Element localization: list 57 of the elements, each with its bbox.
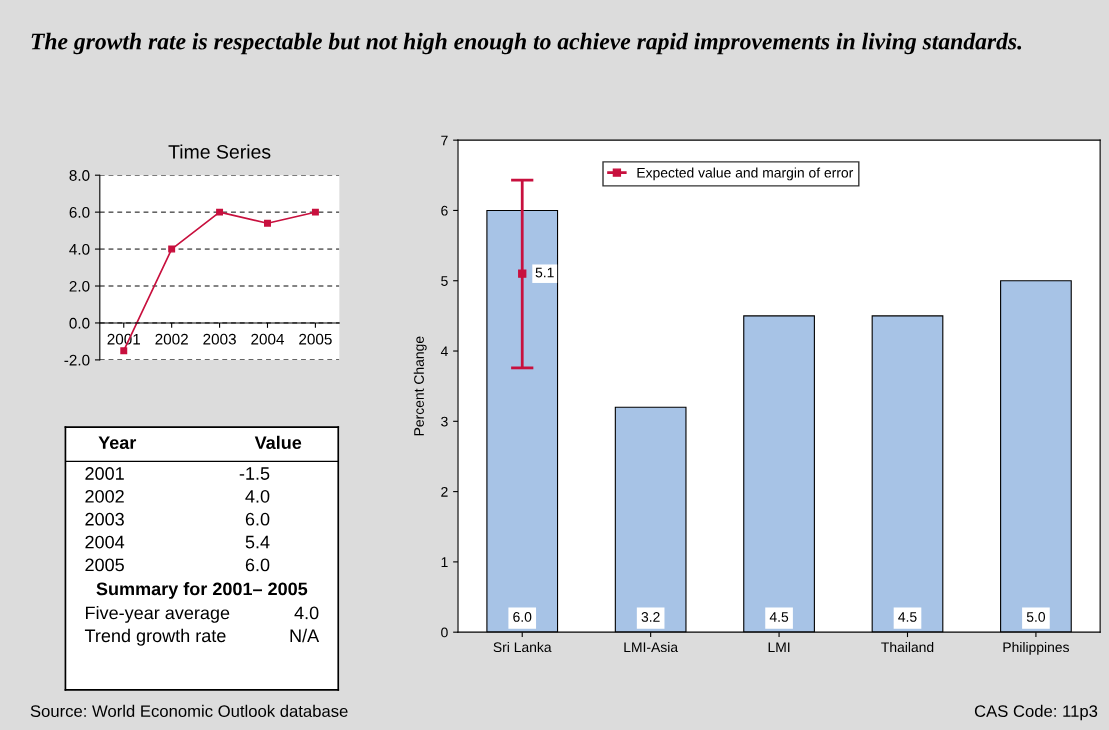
- y-tick-label: 6: [441, 205, 448, 216]
- text: Value: [254, 435, 302, 450]
- point: [168, 245, 176, 253]
- y-axis-title: Percent Change: [413, 336, 427, 436]
- y-tick-label: 2: [441, 486, 448, 497]
- text: CAS Code: 11p3: [974, 704, 1098, 721]
- x-tick-label: Thailand: [881, 641, 934, 653]
- text: Year: [98, 436, 137, 450]
- y-tick-label: 8.0: [69, 170, 90, 181]
- y-tick-label: 7: [441, 135, 448, 146]
- point: [216, 208, 224, 216]
- data-label: 4.5: [769, 612, 789, 622]
- text: 6.0: [245, 512, 270, 526]
- x-tick-label: 2002: [155, 333, 188, 345]
- y-tick-label: -2.0: [64, 354, 90, 366]
- text: -1.5: [239, 467, 270, 480]
- data-label: 4.5: [898, 612, 917, 622]
- x-tick-label: Philippines: [1003, 641, 1069, 655]
- x-tick-label: 2003: [203, 333, 236, 345]
- y-tick-label: 6.0: [69, 207, 90, 218]
- point: [120, 347, 128, 355]
- data-label: 6.0: [513, 612, 532, 622]
- data-label: 3.2: [641, 612, 660, 622]
- chart-title: Time Series: [168, 144, 271, 159]
- data-label: 5.1: [535, 267, 554, 278]
- text: Trend growth rate: [84, 628, 226, 646]
- text: Five-year average: [86, 606, 230, 623]
- legend-label: Expected value and margin of error: [637, 167, 854, 181]
- source-note: Source: World Economic Outlook database: [30, 704, 348, 718]
- y-tick-label: 3: [441, 416, 448, 427]
- text: 4.0: [245, 489, 270, 503]
- point: [311, 208, 319, 216]
- text: 2001: [85, 467, 124, 480]
- x-tick-label: 2005: [299, 333, 332, 345]
- x-tick-label: Sri Lanka: [493, 641, 552, 653]
- y-tick-label: 5: [441, 276, 448, 286]
- text: 2004: [85, 535, 125, 549]
- data-label: 5.0: [1026, 612, 1046, 622]
- text: 2002: [85, 489, 124, 503]
- text: 2005: [85, 558, 124, 572]
- text: 4.0: [294, 606, 319, 620]
- text: Summary for 2001– 2005: [96, 582, 308, 599]
- text: N/A: [290, 628, 320, 643]
- text: 2003: [85, 512, 124, 526]
- chart-title: The growth rate is respectable but not high enough to achieve rapid improvements in living standards.: [31, 32, 1022, 55]
- x-tick-label: LMI: [768, 642, 790, 652]
- y-tick-label: 0: [441, 627, 448, 638]
- x-tick-label: 2004: [251, 333, 285, 345]
- y-tick-label: 4.0: [69, 243, 90, 255]
- y-tick-label: 2.0: [69, 280, 90, 292]
- x-tick-label: LMI-Asia: [624, 641, 679, 653]
- y-tick-label: 0.0: [69, 317, 90, 329]
- point: [264, 219, 271, 227]
- y-tick-label: 4: [440, 346, 448, 357]
- text: 5.4: [245, 535, 270, 549]
- y-tick-label: 1: [441, 557, 448, 567]
- text: 6.0: [245, 558, 270, 572]
